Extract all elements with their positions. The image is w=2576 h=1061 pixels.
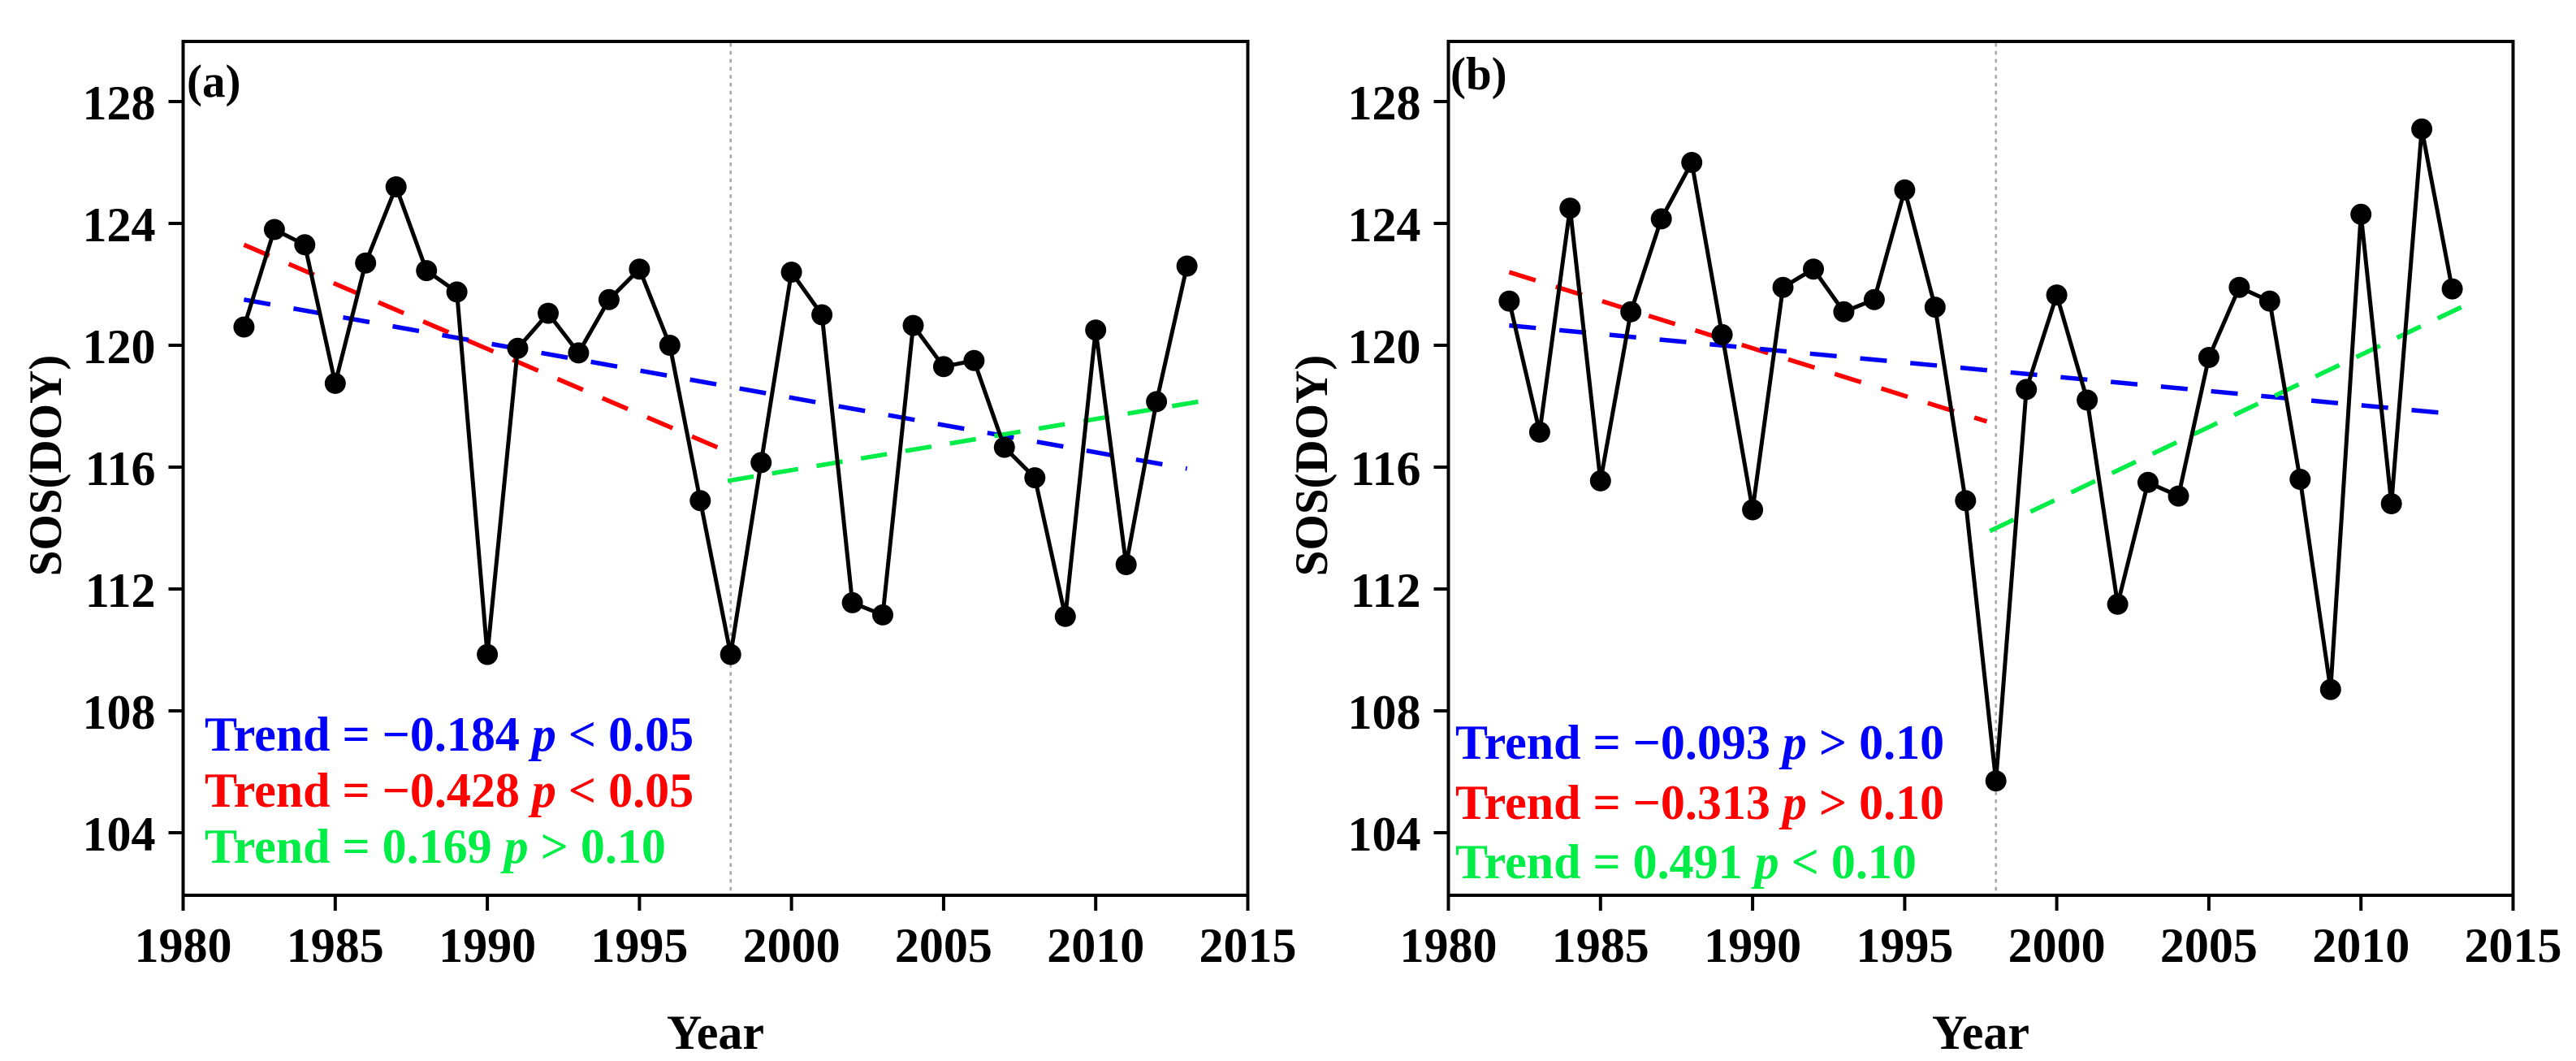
svg-text:2010: 2010	[1047, 919, 1144, 972]
svg-text:1985: 1985	[287, 919, 384, 972]
svg-text:108: 108	[83, 686, 156, 739]
svg-text:112: 112	[85, 564, 156, 617]
svg-text:2005: 2005	[2160, 919, 2258, 972]
svg-text:2015: 2015	[1199, 919, 1297, 972]
svg-text:Trend = −0.313 p > 0.10: Trend = −0.313 p > 0.10	[1455, 776, 1944, 829]
svg-text:128: 128	[1348, 76, 1421, 130]
svg-text:2005: 2005	[895, 919, 992, 972]
svg-text:Trend = −0.428 p < 0.05: Trend = −0.428 p < 0.05	[205, 764, 694, 817]
svg-text:2015: 2015	[2465, 919, 2562, 972]
svg-text:1980: 1980	[1400, 919, 1498, 972]
svg-text:(b): (b)	[1450, 49, 1507, 100]
svg-text:2000: 2000	[2008, 919, 2106, 972]
svg-text:2010: 2010	[2312, 919, 2410, 972]
svg-text:2000: 2000	[743, 919, 841, 972]
svg-text:SOS(DOY): SOS(DOY)	[1286, 355, 1338, 576]
svg-text:1990: 1990	[439, 919, 536, 972]
svg-text:1995: 1995	[1856, 919, 1953, 972]
svg-text:Trend = 0.491 p < 0.10: Trend = 0.491 p < 0.10	[1455, 835, 1917, 889]
svg-text:SOS(DOY): SOS(DOY)	[20, 355, 71, 576]
svg-text:116: 116	[1351, 442, 1421, 496]
svg-text:108: 108	[1348, 686, 1421, 739]
svg-text:1990: 1990	[1704, 919, 1801, 972]
svg-text:124: 124	[1348, 198, 1421, 252]
svg-text:Trend = −0.093 p > 0.10: Trend = −0.093 p > 0.10	[1455, 716, 1944, 769]
svg-text:1985: 1985	[1552, 919, 1649, 972]
svg-text:116: 116	[85, 442, 156, 496]
svg-text:Year: Year	[1932, 1006, 2029, 1059]
svg-text:1980: 1980	[135, 919, 232, 972]
svg-text:120: 120	[83, 320, 156, 374]
svg-text:Trend = 0.169 p > 0.10: Trend = 0.169 p > 0.10	[205, 820, 666, 873]
svg-text:104: 104	[83, 808, 156, 861]
svg-text:120: 120	[1348, 320, 1421, 374]
svg-text:Trend = −0.184 p < 0.05: Trend = −0.184 p < 0.05	[205, 708, 694, 761]
svg-text:124: 124	[83, 198, 156, 252]
svg-text:128: 128	[83, 76, 156, 130]
svg-text:1995: 1995	[590, 919, 688, 972]
svg-text:104: 104	[1348, 808, 1421, 861]
svg-text:112: 112	[1351, 564, 1421, 617]
svg-text:(a): (a)	[187, 56, 240, 107]
svg-text:Year: Year	[667, 1006, 764, 1059]
